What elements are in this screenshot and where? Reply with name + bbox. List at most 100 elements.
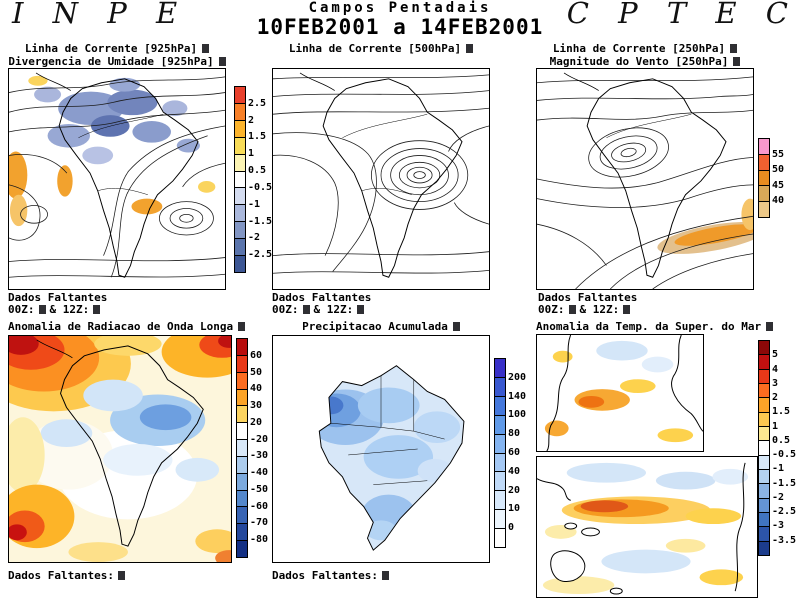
colorbar-segment <box>759 483 769 498</box>
colorbar-segment <box>759 526 769 541</box>
missing-data-line1: Dados Faltantes <box>8 292 107 304</box>
marker-box-icon <box>238 322 246 331</box>
footer-text: & 12Z: <box>579 303 620 316</box>
colorbar-tick-label: -50 <box>250 483 269 495</box>
footer-text: Dados Faltantes: <box>8 569 114 582</box>
colorbar-segment <box>759 440 769 455</box>
colorbar-segment <box>495 395 505 415</box>
colorbar-segment <box>237 339 247 355</box>
panel-title-line1: Linha de Corrente [250hPa] <box>536 42 754 55</box>
colorbar-tick-label: 55 <box>772 148 785 160</box>
marker-box-icon <box>452 322 460 331</box>
panel-title-line1: Anomalia de Radiacao de Onda Longa <box>6 320 246 333</box>
title-text: Magnitude do Vento [250hPa] <box>549 55 729 68</box>
marker-box-icon <box>733 57 741 66</box>
colorbar-tick-label: 40 <box>772 195 785 207</box>
colorbar-tick-label: -60 <box>250 500 269 512</box>
missing-data-line1: Dados Faltantes <box>272 292 371 304</box>
state-borders <box>330 375 445 485</box>
colorbar-tick-label: 200 <box>508 371 527 383</box>
colorbar-segment <box>235 119 245 137</box>
colorbar-tick-label: 4 <box>772 363 779 375</box>
colorbar-tick-label: -1 <box>772 463 785 475</box>
colorbar-segment <box>237 506 247 524</box>
panel-precipitation: Precipitacao Acumulada <box>270 320 532 598</box>
footer-text: Dados Faltantes <box>538 291 638 304</box>
missing-data-line2: 00Z: & 12Z: <box>538 304 634 316</box>
colorbar-olr-anomaly: 60 50 40 30 20 -20 -30 -40 -50 -60 -70 -80 <box>236 338 268 558</box>
colorbar-tick-label: -70 <box>250 517 269 529</box>
colorbar-segment <box>495 509 505 529</box>
south-america-outline <box>299 72 463 278</box>
missing-data-line2: 00Z: & 12Z: <box>8 304 104 316</box>
footer-text: Dados Faltantes <box>272 291 372 304</box>
panel-sst-anomaly: Anomalia da Temp. da Super. do Mar <box>536 320 800 600</box>
colorbar-segment <box>759 511 769 527</box>
title-text: Divergencia de Umidade [925hPa] <box>8 55 214 68</box>
panel-title-line2: Magnitude do Vento [250hPa] <box>536 55 754 68</box>
panel-title-line1: Anomalia da Temp. da Super. do Mar <box>536 320 774 333</box>
marker-box-icon <box>117 571 125 580</box>
colorbar-sst-anomaly: 5 4 3 2 1.5 1 0.5 -0.5 -1 -1.5 -2 -2.5 -3 -3.5 <box>758 340 796 556</box>
south-america-outline <box>35 72 199 278</box>
footer-text: Dados Faltantes <box>8 291 108 304</box>
colorbar-tick-label: -30 <box>250 450 269 462</box>
colorbar-segment <box>235 238 245 256</box>
olr-anomaly-shading <box>9 336 231 562</box>
colorbar-segment <box>495 471 505 491</box>
colorbar-segment <box>759 368 769 383</box>
sst-anomaly-shading-atlantic <box>544 340 694 443</box>
map-olr-anomaly <box>8 335 232 563</box>
footer-text: & 12Z: <box>49 303 90 316</box>
colorbar-tick-label: 1 <box>772 420 779 432</box>
marker-box-icon <box>93 305 101 314</box>
colorbar-segment <box>759 153 769 170</box>
colorbar-tick-label: 2.5 <box>248 97 267 109</box>
marker-box-icon <box>302 305 310 314</box>
wind-magnitude-shading <box>657 198 753 254</box>
missing-data-line: Dados Faltantes: <box>8 570 129 582</box>
colorbar-tick-label: -1.5 <box>248 215 273 227</box>
colorbar-tick-label: 45 <box>772 179 785 191</box>
colorbar-tick-label: 60 <box>250 349 263 361</box>
colorbar-segment <box>759 185 769 202</box>
colorbar-tick-label: 2 <box>248 114 255 126</box>
title-text: Linha de Corrente [250hPa] <box>552 42 726 55</box>
sst-anomaly-shading-pacific <box>542 462 749 595</box>
colorbar-tick-label: 0.5 <box>772 434 791 446</box>
brazil-outline <box>318 365 465 551</box>
streamlines <box>9 76 225 278</box>
colorbar-segment <box>237 354 247 372</box>
map-sst-atlantic <box>536 334 704 452</box>
inpe-logo: I N P E <box>12 0 188 30</box>
panel-title-line1: Linha de Corrente [500hPa] <box>270 42 492 55</box>
missing-data-line2: 00Z: & 12Z: <box>272 304 368 316</box>
colorbar-segment <box>237 422 247 440</box>
colorbar-tick-label: -0.5 <box>772 449 797 461</box>
marker-box-icon <box>766 322 774 331</box>
panel-streamlines-925: Linha de Corrente [925hPa] Divergencia d… <box>6 42 273 316</box>
moisture-divergence-shading <box>9 75 216 227</box>
colorbar-segment <box>759 411 769 426</box>
marker-box-icon <box>357 305 365 314</box>
title-text: Linha de Corrente [925hPa] <box>24 42 198 55</box>
colorbar-segment <box>235 221 245 239</box>
footer-text: Dados Faltantes: <box>272 569 378 582</box>
colorbar-segment <box>237 489 247 507</box>
map-streamlines-250 <box>536 68 754 290</box>
marker-box-icon <box>466 44 474 53</box>
panel-title-line1: Precipitacao Acumulada <box>270 320 492 333</box>
colorbar-segment <box>235 187 245 205</box>
map-streamlines-925 <box>8 68 226 290</box>
colorbar-segment <box>759 397 769 412</box>
colorbar-tick-label: -80 <box>250 534 269 546</box>
marker-box-icon <box>623 305 631 314</box>
colorbar-segment <box>759 169 769 186</box>
missing-data-line1: Dados Faltantes <box>538 292 637 304</box>
colorbar-segment <box>237 439 247 456</box>
colorbar-tick-label: 50 <box>250 366 263 378</box>
colorbar-segment <box>495 490 505 510</box>
colorbar-tick-label: -1 <box>248 198 261 210</box>
date-range: 10FEB2001 a 14FEB2001 <box>256 15 544 39</box>
